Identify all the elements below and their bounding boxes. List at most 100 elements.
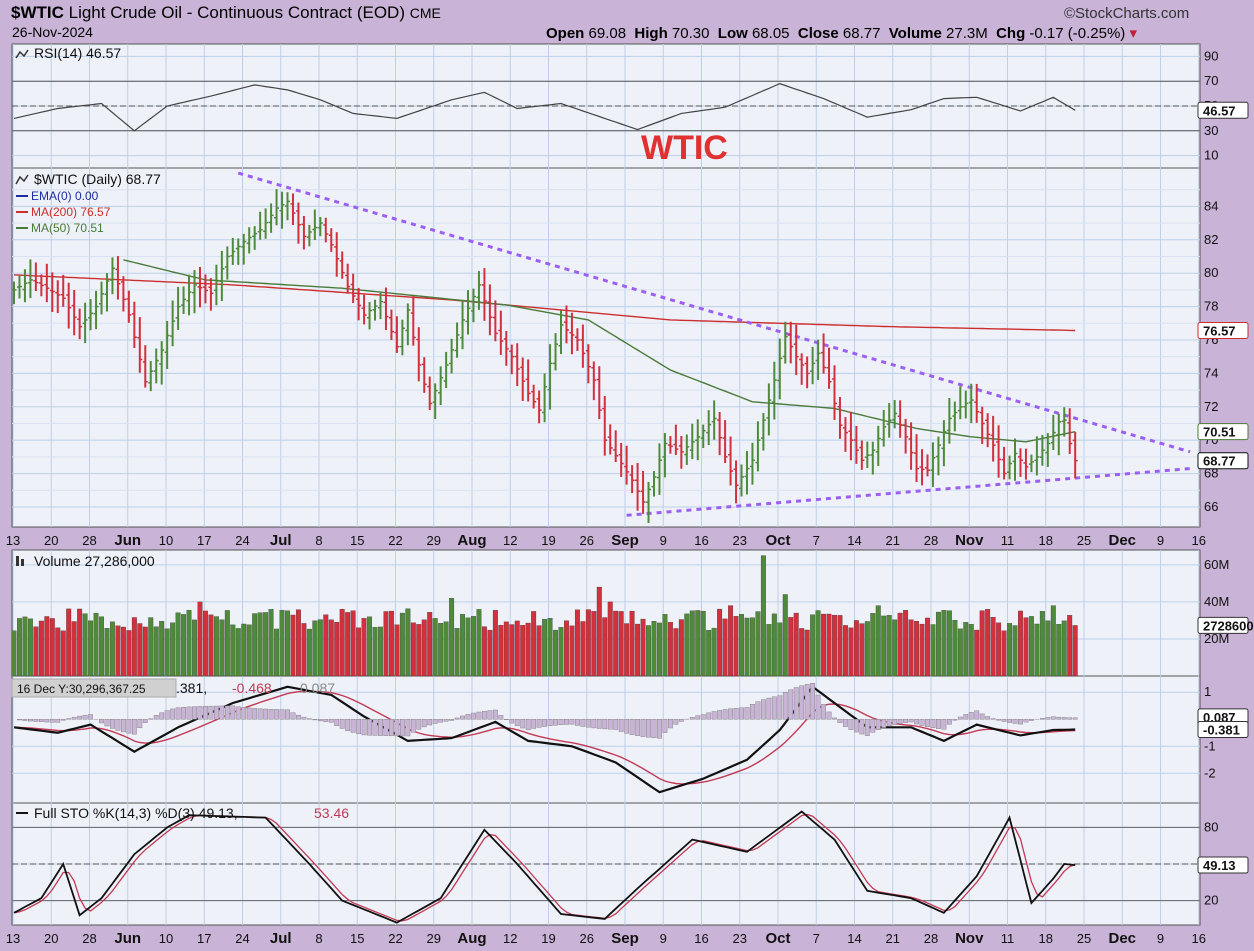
macd-hist-bar bbox=[1045, 717, 1051, 720]
volume-bar bbox=[826, 613, 832, 677]
chart-overlays bbox=[12, 80, 1200, 924]
macd-hist-bar bbox=[722, 709, 728, 720]
x-tick-label: 18 bbox=[1039, 533, 1053, 548]
macd-hist-bar bbox=[837, 719, 843, 723]
volume-bar bbox=[1028, 616, 1034, 677]
macd-hist-bar bbox=[306, 718, 312, 720]
macd-hist-bar bbox=[744, 707, 750, 720]
macd-hist-bar bbox=[717, 710, 723, 720]
x-tick-label: Nov bbox=[955, 532, 984, 549]
macd-hist-bar bbox=[952, 719, 958, 721]
x-tick-label: Aug bbox=[457, 532, 486, 549]
volume-bar bbox=[1045, 620, 1051, 677]
volume-value-tag-box bbox=[1197, 616, 1249, 634]
instrument-name: Light Crude Oil - Continuous Contract (E… bbox=[68, 3, 405, 22]
volume-bar bbox=[574, 609, 580, 677]
macd-hist-bar bbox=[607, 719, 613, 730]
macd-panel bbox=[11, 675, 1201, 804]
x-tick-label: 28 bbox=[924, 533, 938, 548]
x-tick-label-bottom: 9 bbox=[1157, 931, 1164, 946]
volume-bar bbox=[569, 625, 575, 677]
macd-hist-bar bbox=[596, 719, 602, 729]
volume-bar bbox=[481, 626, 487, 677]
volume-bar bbox=[153, 626, 159, 677]
rsi-legend: RSI(14) 46.57 bbox=[34, 45, 121, 61]
panel-backgrounds bbox=[11, 43, 1201, 926]
price-y-tick: 66 bbox=[1204, 499, 1218, 514]
ma50-value-tag-box bbox=[1197, 423, 1249, 441]
volume-bar bbox=[306, 628, 312, 677]
volume-bar bbox=[1050, 605, 1056, 677]
macd-hist-bar bbox=[230, 705, 236, 720]
x-tick-label-bottom: 20 bbox=[44, 931, 58, 946]
close-value: 68.77 bbox=[842, 25, 881, 42]
macd-y-tick: -1 bbox=[1204, 738, 1216, 753]
volume-bar bbox=[580, 621, 586, 677]
x-tick-label: 21 bbox=[886, 533, 900, 548]
volume-bar bbox=[897, 612, 903, 677]
hover-tooltip-box bbox=[11, 678, 177, 698]
volume-bar bbox=[892, 619, 898, 677]
macd-hist-bar bbox=[963, 714, 969, 720]
volume-bar bbox=[202, 610, 208, 677]
sto-k-line bbox=[13, 810, 1076, 924]
volume-bar bbox=[509, 624, 515, 677]
volume-bar bbox=[903, 610, 909, 677]
volume-bar bbox=[810, 614, 816, 677]
price-icon bbox=[15, 174, 29, 185]
volume-bar bbox=[219, 619, 225, 677]
volume-bar bbox=[662, 614, 668, 677]
volume-bar bbox=[782, 594, 788, 677]
macd-hist-bar bbox=[49, 719, 55, 723]
volume-bar bbox=[164, 628, 170, 677]
volume-bar bbox=[274, 628, 280, 677]
x-tick-label: 17 bbox=[197, 533, 211, 548]
volume-bar bbox=[618, 611, 624, 677]
macd-hist-bar bbox=[826, 711, 832, 720]
macd-hist-bar bbox=[88, 714, 93, 720]
macd-hist-bar bbox=[525, 719, 531, 731]
macd-hist-bar bbox=[274, 709, 279, 720]
macd-hist-bar bbox=[733, 708, 739, 720]
macd-hist-bar bbox=[711, 711, 717, 720]
x-tick-label-bottom: 16 bbox=[694, 931, 708, 946]
volume-bar bbox=[996, 622, 1002, 677]
macd-hist-bar bbox=[974, 710, 980, 720]
volume-bar bbox=[815, 610, 821, 677]
macd-hist-bar bbox=[1007, 719, 1012, 723]
macd-hist-bar bbox=[104, 719, 110, 727]
volume-bar bbox=[208, 614, 214, 677]
macd-hist-bar bbox=[870, 719, 876, 733]
macd-hist-bar bbox=[471, 712, 476, 720]
macd-hist-bar bbox=[903, 719, 909, 723]
volume-bar bbox=[71, 621, 77, 677]
x-tick-label: Sep bbox=[611, 532, 639, 549]
macd-hist-bar bbox=[372, 719, 378, 736]
macd-hist-bar bbox=[985, 716, 991, 720]
volume-bar bbox=[990, 617, 996, 677]
rsi-y-tick: 30 bbox=[1204, 123, 1218, 138]
macd-hist-bar bbox=[936, 719, 941, 729]
macd-hist-bar bbox=[328, 719, 334, 723]
macd-hist-bar bbox=[815, 694, 821, 720]
macd-hist-bar bbox=[378, 719, 383, 736]
trendline bbox=[626, 467, 1191, 517]
macd-hist-bar bbox=[875, 719, 881, 730]
price-y-tick: 80 bbox=[1204, 265, 1218, 280]
low-value: 68.05 bbox=[751, 25, 790, 42]
x-tick-label-bottom: 15 bbox=[350, 931, 364, 946]
macd-hist-bar bbox=[383, 719, 389, 736]
volume-bar bbox=[864, 621, 870, 677]
volume-bar bbox=[853, 620, 859, 677]
volume-bar bbox=[241, 623, 247, 677]
macd-hist-bar bbox=[760, 699, 766, 720]
macd-hist-bar bbox=[263, 708, 269, 720]
x-tick-label-bottom: Jul bbox=[270, 930, 292, 947]
macd-hist-bar bbox=[810, 683, 816, 720]
macd-hist-bar bbox=[673, 719, 679, 725]
volume-bar bbox=[197, 601, 203, 677]
volume-bar bbox=[60, 630, 66, 677]
macd-hist-bar bbox=[192, 706, 197, 720]
volume-bar bbox=[536, 625, 542, 677]
